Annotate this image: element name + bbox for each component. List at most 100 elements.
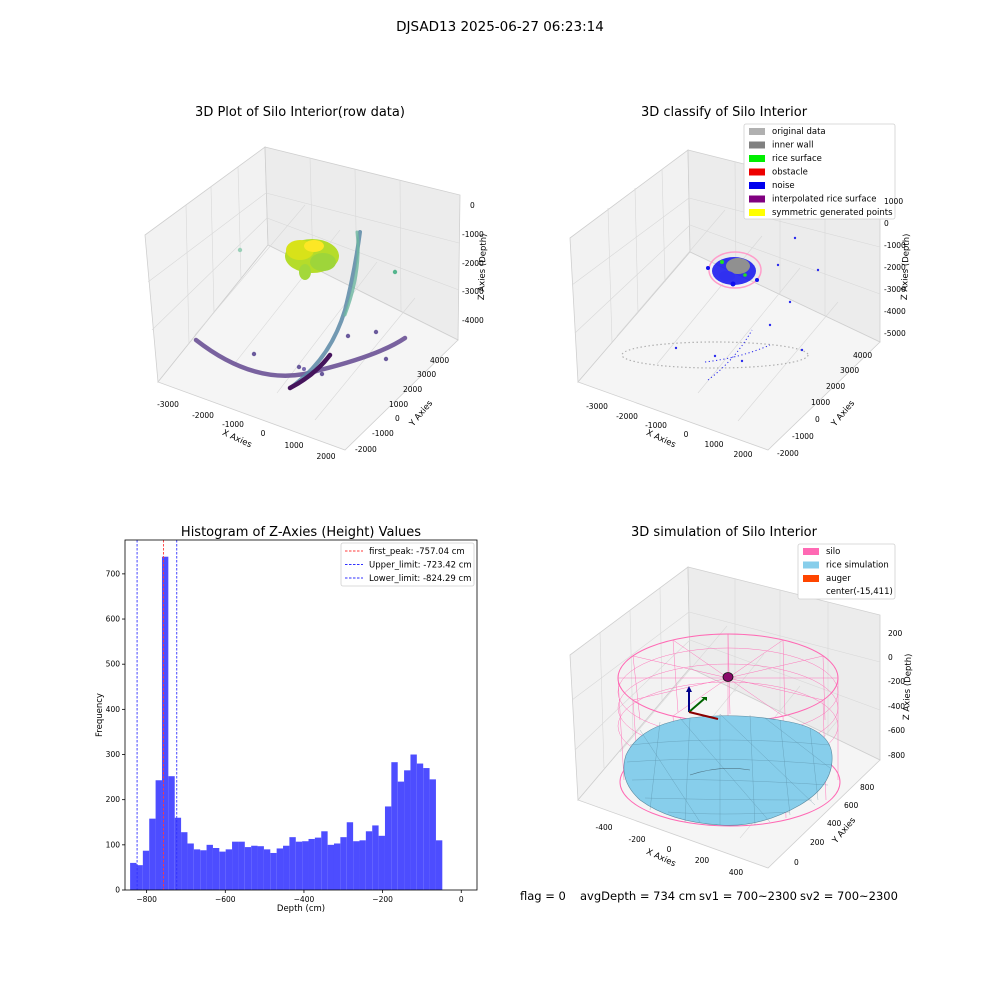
histogram-bar [321,831,328,890]
histogram-bar [353,841,360,890]
legend-label: noise [772,181,795,191]
center-axes-glyph [686,686,719,720]
classify-x-label: X Axies [645,428,678,451]
histogram-bar [232,841,239,890]
panel-classify-title: 3D classify of Silo Interior [641,105,808,120]
classify-legend-item: obstacle [749,168,808,178]
panel-classify-points [621,236,820,381]
histogram-y-ticks: 0 100 200 300 400 500 600 700 [106,569,125,895]
raw-z-label: Z Axies (Depth) [477,233,489,300]
histogram-y-tick-label: 400 [106,705,121,714]
legend-swatch [749,209,765,216]
classify-y-tick: -1000 [792,432,814,441]
simulation-z-tick: -400 [888,702,905,711]
legend-label: Lower_limit: -824.29 cm [369,574,471,584]
panel-simulation-z-ticks: 200 0 -200 -400 -600 -800 [888,629,905,760]
histogram-bar [289,837,296,890]
classify-z-label: Z Axies (Depth) [900,233,912,300]
panel-raw-z-ticks: 0 -1000 -2000 -3000 -4000 [462,201,484,325]
histogram-bar [410,754,417,890]
simulation-x-tick: 0 [667,845,672,854]
histogram-bar [327,844,334,890]
histogram-bar [225,849,233,890]
panel-classify-z-ticks: 1000 0 -1000 -2000 -3000 -4000 -5000 [884,197,906,338]
status-flag: flag = 0 [520,889,566,903]
histogram-y-tick-label: 500 [106,660,121,669]
panel-raw-data: 3D Plot of Silo Interior(row data) [144,105,489,461]
histogram-legend-item: Upper_limit: -723.42 cm [345,561,472,571]
histogram-bar [308,838,315,890]
status-sv2: sv2 = 700~2300 [800,889,898,903]
classify-legend-item: rice surface [749,154,822,164]
silo-wireframe [617,633,841,827]
raw-y-tick: 4000 [430,356,449,365]
raw-x-tick: 0 [261,429,266,438]
histogram-bar [391,762,398,890]
raw-y-tick: 0 [395,414,400,423]
panel-classify-x-ticks: -3000 -2000 -1000 0 1000 2000 [586,402,753,459]
histogram-bar [193,849,201,890]
histogram-x-tick-label: −200 [372,895,393,904]
histogram-y-tick-label: 0 [115,886,120,895]
panel-classify: 3D classify of Silo Interior [569,105,912,459]
histogram-bar [314,837,322,890]
histogram-bar [161,556,169,890]
histogram-x-ticks: −800 −600 −400 −200 0 [136,890,464,904]
raw-x-tick: 1000 [284,441,303,450]
simulation-z-tick: -200 [888,677,905,686]
histogram-bar [174,817,182,890]
histogram-bar [212,848,220,890]
histogram-bar [365,831,373,890]
histogram-bar [404,770,411,890]
simulation-z-tick: -800 [888,751,905,760]
histogram-bar [429,779,436,890]
classify-y-tick: 0 [815,415,820,424]
histogram-bar [372,825,379,890]
classify-z-tick: -2000 [884,263,906,272]
legend-label: inner wall [772,141,813,151]
histogram-bar [346,822,354,890]
histogram-bar [238,841,245,890]
histogram-bar [142,850,150,890]
legend-label: center(-15,411) [826,587,893,597]
raw-y-tick: -1000 [372,429,394,438]
legend-swatch [749,168,765,176]
classify-z-tick: 0 [884,219,889,228]
histogram-title: Histogram of Z-Axies (Height) Values [181,525,421,540]
simulation-x-label: X Axies [645,847,678,870]
histogram-bar [435,840,443,890]
panel-classify-y-ticks: -2000 -1000 0 1000 2000 3000 4000 [777,351,872,458]
panel-raw-x-ticks: -3000 -2000 -1000 0 1000 2000 [157,400,336,461]
histogram-x-tick-label: −400 [294,895,315,904]
panel-simulation-title: 3D simulation of Silo Interior [631,525,818,540]
histogram-bar [155,780,162,890]
histogram-bar [263,849,271,890]
simulation-x-tick: 400 [729,868,744,877]
legend-label: original data [772,127,826,137]
classify-x-tick: -2000 [616,412,638,421]
histogram-bar [136,865,143,890]
classify-y-tick: 4000 [853,351,872,360]
classify-z-tick: -4000 [884,307,906,316]
histogram-y-tick-label: 100 [106,840,121,849]
raw-y-tick: -2000 [355,445,377,454]
figure-suptitle: DJSAD13 2025-06-27 06:23:14 [396,19,604,35]
histogram-x-tick-label: −600 [215,895,236,904]
classify-z-tick: -5000 [884,329,906,338]
histogram-bar [397,781,405,890]
raw-z-tick: -4000 [462,316,484,325]
panel-simulation-x-ticks: -400 -200 0 200 400 [595,823,743,877]
histogram-bar [302,841,309,890]
legend-swatch [749,128,765,135]
histogram-bar [187,843,194,890]
legend-swatch [749,141,765,149]
rice-simulation-surface [623,713,833,826]
histogram-bar [270,852,277,890]
raw-x-tick: 2000 [316,452,335,461]
legend-label: auger [826,574,851,584]
legend-swatch [749,155,765,162]
simulation-x-tick: 200 [695,856,710,865]
histogram-bar [219,851,226,890]
histogram-bar [333,843,341,890]
